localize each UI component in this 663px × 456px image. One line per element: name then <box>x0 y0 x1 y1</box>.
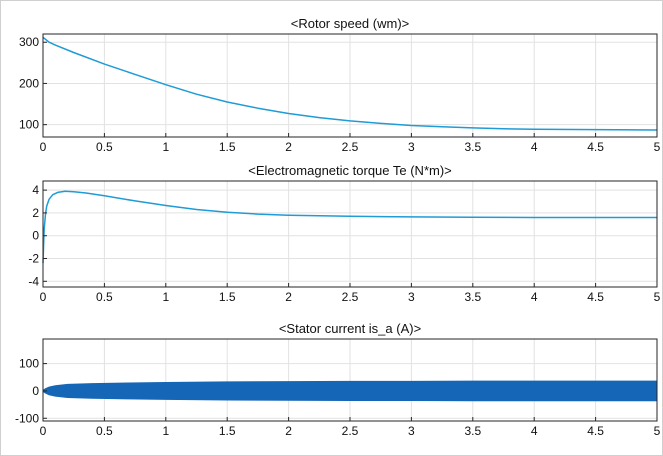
stator-current-x-tick-label: 0.5 <box>96 424 113 438</box>
stator-current-x-tick-label: 1 <box>162 424 169 438</box>
rotor-speed-x-tick-label: 1.5 <box>219 140 236 154</box>
stator-current-y-tick-label: 100 <box>19 357 39 371</box>
stator-current-x-tick-label: 0 <box>40 424 47 438</box>
rotor-speed-title: <Rotor speed (wm)> <box>291 16 410 31</box>
rotor-speed-x-tick-label: 0 <box>40 140 47 154</box>
stator-current-series-envelope <box>42 380 658 402</box>
torque-x-tick-label: 3 <box>408 290 415 304</box>
stator-current-title: <Stator current is_a (A)> <box>279 321 421 336</box>
rotor-speed-x-tick-label: 2.5 <box>342 140 359 154</box>
stator-current-x-tick-label: 2.5 <box>342 424 359 438</box>
rotor-speed-panel: 0 0.5 1 1.5 2 2.5 3 3.5 4 4.5 5 100 200 300 <Rotor spe… <box>19 16 661 154</box>
rotor-speed-x-tick-label: 3.5 <box>464 140 481 154</box>
torque-x-tick-label: 4.5 <box>587 290 604 304</box>
torque-y-tick-label: 0 <box>32 229 39 243</box>
torque-title: <Electromagnetic torque Te (N*m)> <box>248 163 452 178</box>
torque-x-tick-label: 5 <box>654 290 661 304</box>
stator-current-y-tick-label: 0 <box>32 384 39 398</box>
torque-x-tick-label: 1 <box>162 290 169 304</box>
torque-series-line <box>42 190 657 264</box>
rotor-speed-x-tick-label: 1 <box>162 140 169 154</box>
torque-y-tick-label: -4 <box>28 274 39 288</box>
torque-x-tick-label: 3.5 <box>464 290 481 304</box>
stator-current-x-tick-label: 1.5 <box>219 424 236 438</box>
stator-current-x-tick-label: 4.5 <box>587 424 604 438</box>
torque-y-tick-label: 4 <box>32 183 39 197</box>
torque-y-tick-label: -2 <box>28 252 39 266</box>
stator-current-x-tick-label: 4 <box>531 424 538 438</box>
torque-x-tick-label: 2 <box>285 290 292 304</box>
torque-x-tick-label: 0 <box>40 290 47 304</box>
torque-x-tick-label: 4 <box>531 290 538 304</box>
torque-panel: 0 0.5 1 1.5 2 2.5 3 3.5 4 4.5 5 -4 -2 0 2 4 <Electromagn… <box>28 163 660 304</box>
rotor-speed-x-tick-label: 4 <box>531 140 538 154</box>
torque-x-tick-label: 2.5 <box>342 290 359 304</box>
rotor-speed-x-tick-label: 4.5 <box>587 140 604 154</box>
stator-current-y-tick-label: -100 <box>15 411 39 425</box>
rotor-speed-y-tick-label: 300 <box>19 35 39 49</box>
stator-current-x-tick-label: 5 <box>654 424 661 438</box>
stator-current-x-tick-label: 3 <box>408 424 415 438</box>
torque-y-tick-label: 2 <box>32 206 39 220</box>
stator-current-x-tick-label: 3.5 <box>464 424 481 438</box>
rotor-speed-x-tick-label: 2 <box>285 140 292 154</box>
rotor-speed-x-tick-label: 0.5 <box>96 140 113 154</box>
rotor-speed-y-tick-label: 100 <box>19 118 39 132</box>
rotor-speed-series-line <box>42 36 658 131</box>
torque-x-tick-label: 1.5 <box>219 290 236 304</box>
rotor-speed-y-tick-label: 200 <box>19 76 39 90</box>
torque-x-tick-label: 0.5 <box>96 290 113 304</box>
stator-current-x-tick-label: 2 <box>285 424 292 438</box>
rotor-speed-x-tick-label: 5 <box>654 140 661 154</box>
rotor-speed-x-tick-label: 3 <box>408 140 415 154</box>
